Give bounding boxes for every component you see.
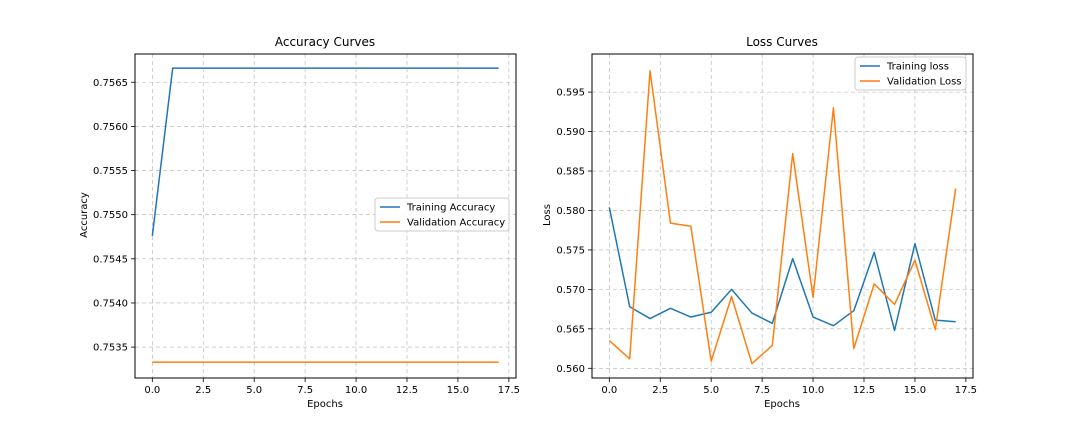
accuracy-y-tick-label: 0.7550 — [93, 210, 128, 221]
loss-series-line-validation — [608, 70, 957, 365]
loss-legend-label-training: Training loss — [886, 62, 949, 73]
accuracy-y-tick-label: 0.7535 — [93, 343, 128, 354]
accuracy-legend-box — [374, 197, 510, 232]
accuracy-y-tick-label: 0.7565 — [93, 78, 128, 89]
loss-legend: Training loss Validation Loss — [854, 56, 967, 91]
accuracy-legend-label-training: Training Accuracy — [406, 203, 495, 214]
loss-y-tick-label: 0.575 — [556, 245, 585, 256]
accuracy-y-axis-label: Accuracy — [79, 192, 90, 238]
accuracy-series-line-training — [151, 67, 499, 236]
loss-y-tick-label: 0.595 — [556, 88, 585, 99]
loss-y-tick-label: 0.590 — [556, 127, 585, 138]
loss-y-tick-label: 0.585 — [556, 167, 585, 178]
accuracy-chart: Accuracy Curves 0.0 2.5 5.0 7.5 10.0 12.5 15.0… — [79, 35, 520, 410]
accuracy-x-ticks: 0.0 2.5 5.0 7.5 10.0 12.5 15.0 17.5 — [144, 378, 520, 396]
loss-x-tick-label: 15.0 — [904, 385, 926, 396]
loss-chart: Loss Curves 0.0 2.5 5.0 7.5 10.0 12.5 15.0 17.5… — [542, 35, 977, 410]
accuracy-y-ticks: 0.7535 0.7540 0.7545 0.7550 0.7555 0.7560 0.75… — [93, 78, 135, 354]
accuracy-plot-frame — [134, 53, 517, 379]
accuracy-y-tick-label: 0.7560 — [93, 122, 128, 133]
loss-legend-box — [854, 56, 967, 91]
loss-x-tick-label: 0.0 — [601, 385, 617, 396]
loss-chart-title: Loss Curves — [746, 35, 818, 49]
accuracy-x-tick-label: 15.0 — [447, 385, 469, 396]
accuracy-legend-label-validation: Validation Accuracy — [407, 218, 505, 229]
accuracy-y-tick-label: 0.7555 — [93, 166, 128, 177]
loss-legend-label-validation: Validation Loss — [887, 77, 962, 88]
loss-y-tick-label: 0.580 — [556, 206, 585, 217]
loss-x-tick-label: 17.5 — [955, 385, 977, 396]
accuracy-series — [151, 67, 499, 363]
loss-series-line-training — [608, 207, 956, 332]
accuracy-y-tick-label: 0.7545 — [93, 254, 128, 265]
loss-series — [608, 70, 957, 365]
loss-x-tick-label: 2.5 — [652, 385, 668, 396]
loss-x-tick-label: 5.0 — [703, 385, 719, 396]
loss-x-tick-label: 7.5 — [754, 385, 770, 396]
loss-y-tick-label: 0.560 — [556, 364, 585, 375]
accuracy-x-tick-label: 10.0 — [345, 385, 367, 396]
accuracy-x-tick-label: 17.5 — [498, 385, 520, 396]
loss-x-ticks: 0.0 2.5 5.0 7.5 10.0 12.5 15.0 17.5 — [601, 378, 977, 396]
loss-x-tick-label: 12.5 — [853, 385, 875, 396]
loss-y-tick-label: 0.565 — [556, 324, 585, 335]
accuracy-x-axis-label: Epochs — [307, 399, 343, 410]
loss-x-tick-label: 10.0 — [802, 385, 824, 396]
accuracy-x-tick-label: 12.5 — [396, 385, 418, 396]
loss-y-axis-label: Loss — [542, 204, 553, 226]
accuracy-x-tick-label: 0.0 — [144, 385, 160, 396]
accuracy-legend: Training Accuracy Validation Accuracy — [374, 197, 510, 232]
accuracy-x-tick-label: 2.5 — [195, 385, 211, 396]
accuracy-chart-title: Accuracy Curves — [275, 35, 375, 49]
accuracy-y-tick-label: 0.7540 — [93, 298, 128, 309]
loss-plot-frame — [591, 53, 974, 379]
loss-x-axis-label: Epochs — [764, 399, 800, 410]
accuracy-x-tick-label: 7.5 — [297, 385, 313, 396]
loss-y-ticks: 0.560 0.565 0.570 0.575 0.580 0.585 0.590 0.595 — [556, 88, 592, 375]
accuracy-x-tick-label: 5.0 — [246, 385, 262, 396]
loss-y-tick-label: 0.570 — [556, 285, 585, 296]
